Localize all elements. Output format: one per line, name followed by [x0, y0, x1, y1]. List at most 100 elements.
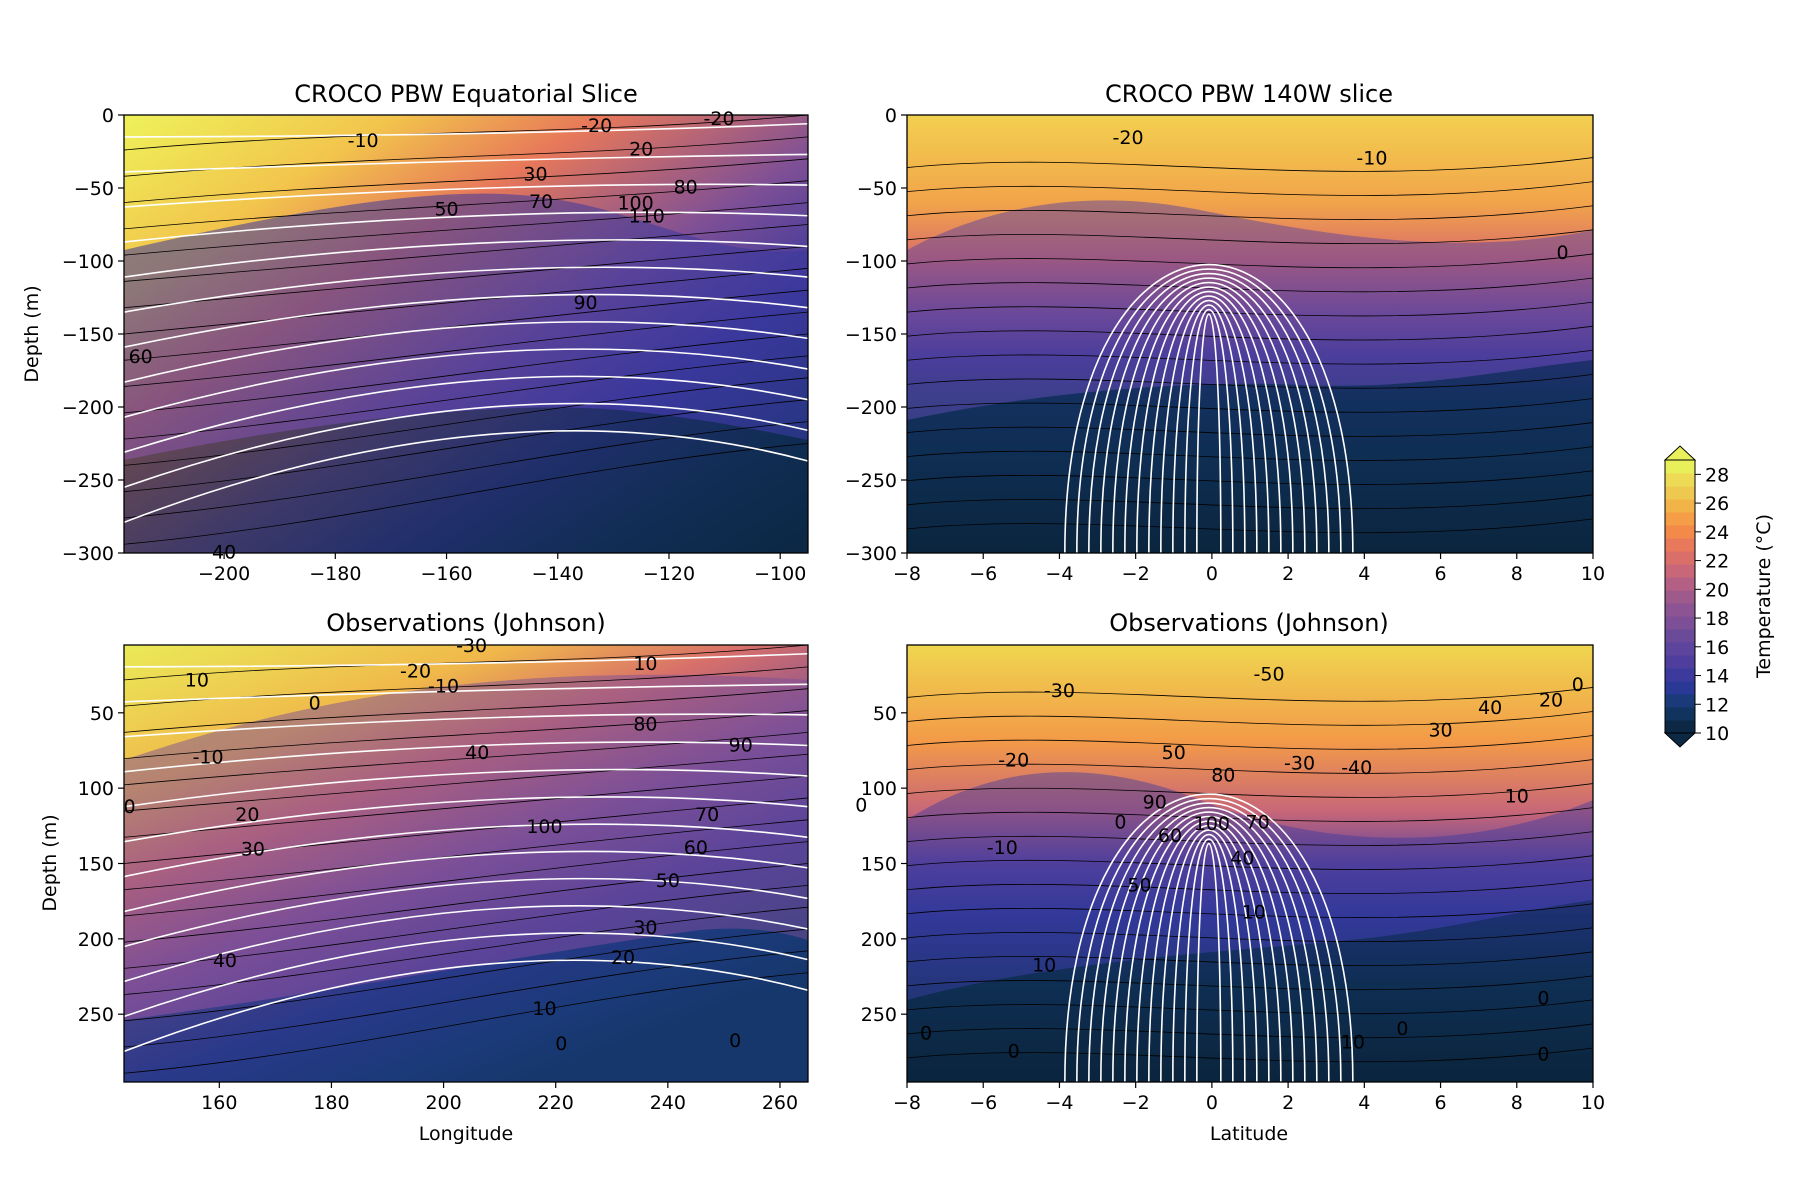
x-tick-label: 10	[1581, 1092, 1605, 1114]
contour-label: 100	[1194, 813, 1230, 835]
x-tick-label: 6	[1435, 1092, 1447, 1114]
temperature-contour	[123, 114, 809, 151]
temperature-contour	[123, 377, 809, 466]
temperature-contour	[123, 644, 809, 681]
colorbar-band	[1665, 460, 1695, 474]
temperature-contour	[906, 253, 1594, 269]
temperature-contour	[906, 277, 1594, 293]
y-tick-label: 150	[861, 854, 897, 876]
x-tick-label: 200	[425, 1092, 461, 1114]
contour-label: 70	[1246, 811, 1270, 833]
y-tick-label: 100	[78, 778, 114, 800]
contour-label: 100	[617, 193, 653, 215]
temperature-contour	[906, 157, 1594, 172]
velocity-contour	[1184, 309, 1234, 554]
contour-label: 100	[526, 816, 562, 838]
contour-label: -30	[1284, 753, 1315, 775]
velocity-contour	[123, 348, 809, 418]
temperature-contour	[123, 180, 809, 230]
y-tick-label: −200	[845, 397, 897, 419]
temperature-contour	[123, 158, 809, 203]
contour-label: 70	[529, 191, 553, 213]
temperature-contour	[906, 1047, 1594, 1063]
temperature-contour	[123, 732, 809, 786]
x-tick-label: −6	[969, 563, 997, 585]
contour-label: 20	[611, 947, 635, 969]
temperature-contour	[123, 863, 809, 943]
contour-label: -20	[1113, 127, 1144, 149]
contour-label: 50	[434, 198, 458, 220]
y-tick-label: 250	[78, 1004, 114, 1026]
contour-label: 10	[633, 653, 657, 675]
contour-label: 0	[1114, 811, 1126, 833]
colorbar-tick-label: 10	[1705, 723, 1729, 745]
contour-label: 0	[309, 692, 321, 714]
contour-label: -10	[1356, 147, 1387, 169]
velocity-contour	[123, 652, 809, 668]
colorbar-band	[1665, 655, 1695, 669]
x-axis-label: Longitude	[419, 1123, 514, 1145]
velocity-contour	[123, 850, 809, 913]
contour-label: 0	[1008, 1040, 1020, 1062]
temperature-contour	[906, 446, 1594, 461]
temperature-contour	[906, 229, 1594, 245]
temperature-contour	[123, 972, 809, 1074]
velocity-contour	[1184, 838, 1234, 1083]
contour-label: -10	[428, 676, 459, 698]
contour-label: 10	[532, 998, 556, 1020]
velocity-contour	[1160, 299, 1258, 554]
x-tick-label: 6	[1435, 563, 1447, 585]
x-axis-label: Latitude	[1210, 1123, 1288, 1145]
x-tick-label: −4	[1045, 563, 1073, 585]
contour-lines	[906, 687, 1594, 1083]
colorbar-band	[1665, 538, 1695, 552]
contour-label: 90	[573, 292, 597, 314]
velocity-contour	[123, 713, 809, 738]
velocity-contour	[1136, 290, 1282, 554]
x-tick-label: −4	[1045, 1092, 1073, 1114]
y-tick-label: 250	[861, 1004, 897, 1026]
contour-lines	[123, 114, 809, 545]
colorbar-band	[1665, 551, 1695, 565]
x-tick-label: 0	[1206, 563, 1218, 585]
velocity-contour	[1136, 820, 1282, 1083]
y-tick-label: −300	[845, 543, 897, 565]
y-tick-label: 200	[861, 929, 897, 951]
velocity-contour	[123, 796, 809, 843]
temperature-contour	[123, 797, 809, 864]
temperature-contour	[906, 373, 1594, 389]
temperature-contour	[123, 688, 809, 733]
colorbar-band	[1665, 590, 1695, 604]
y-tick-label: −300	[62, 543, 114, 565]
temperature-contour	[906, 783, 1594, 798]
velocity-contour	[1100, 807, 1318, 1083]
contour-lines	[123, 644, 809, 1074]
temperature-contour	[123, 841, 809, 917]
temperature-contour	[906, 903, 1594, 918]
x-tick-label: −6	[969, 1092, 997, 1114]
colorbar-tick-label: 16	[1705, 637, 1729, 659]
colorbar-band	[1665, 694, 1695, 708]
panel-title: CROCO PBW Equatorial Slice	[294, 80, 638, 108]
y-tick-label: −100	[62, 251, 114, 273]
colorbar-band	[1665, 707, 1695, 721]
chart-panel-observations-longitude: Observations (Johnson) 100-20-10-3010809…	[39, 609, 809, 1145]
x-tick-label: −2	[1122, 563, 1150, 585]
velocity-contour	[123, 153, 809, 173]
velocity-contour	[123, 402, 809, 489]
x-tick-label: −8	[893, 563, 921, 585]
x-tick-label: 260	[762, 1092, 798, 1114]
temperature-contour	[123, 289, 809, 361]
colorbar-band	[1665, 629, 1695, 643]
x-tick-label: 220	[538, 1092, 574, 1114]
contour-label: 0	[855, 795, 867, 817]
velocity-contour	[1112, 811, 1306, 1083]
velocity-contour	[1148, 825, 1270, 1083]
x-tick-label: 2	[1282, 563, 1294, 585]
temperature-contour	[123, 267, 809, 335]
colorbar-band	[1665, 564, 1695, 578]
contour-label: 50	[1162, 742, 1186, 764]
temperature-contour	[906, 398, 1594, 413]
contour-label: -30	[1044, 680, 1075, 702]
